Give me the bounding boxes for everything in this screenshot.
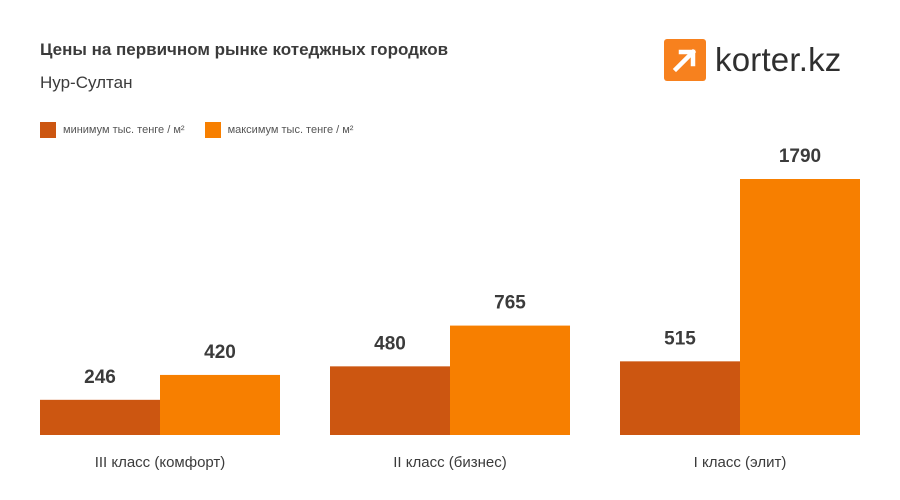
legend-item-min: минимум тыс. тенге / м² <box>40 122 185 138</box>
data-label-min-2: 515 <box>664 328 696 349</box>
bar-min-2 <box>620 361 740 435</box>
data-label-max-1: 765 <box>494 293 526 314</box>
legend-label-max: максимум тыс. тенге / м² <box>227 124 354 136</box>
brand-name: korter.kz <box>715 41 842 78</box>
bar-min-1 <box>330 366 450 435</box>
chart-title: Цены на первичном рынке котеджных городк… <box>40 40 449 59</box>
data-label-max-2: 1790 <box>779 146 821 167</box>
bar-max-0 <box>160 374 280 435</box>
category-label-0: III класс (комфорт) <box>95 454 226 471</box>
bar-max-2 <box>740 179 860 435</box>
arrow-up-right-icon <box>664 39 706 81</box>
chart-legend: минимум тыс. тенге / м² максимум тыс. те… <box>40 122 373 138</box>
legend-item-max: максимум тыс. тенге / м² <box>204 122 354 138</box>
bar-min-0 <box>40 399 160 435</box>
brand-logo: korter.kz <box>664 39 842 81</box>
legend-swatch-min <box>40 122 56 138</box>
category-label-1: II класс (бизнес) <box>393 454 506 471</box>
chart-subtitle: Нур-Султан <box>40 73 133 92</box>
data-label-min-1: 480 <box>374 333 406 354</box>
category-label-2: I класс (элит) <box>694 454 787 471</box>
legend-swatch-max <box>204 122 221 138</box>
legend-label-min: минимум тыс. тенге / м² <box>63 124 185 136</box>
data-label-min-0: 246 <box>84 367 116 388</box>
data-label-max-0: 420 <box>204 342 236 363</box>
bar-max-1 <box>450 325 570 435</box>
